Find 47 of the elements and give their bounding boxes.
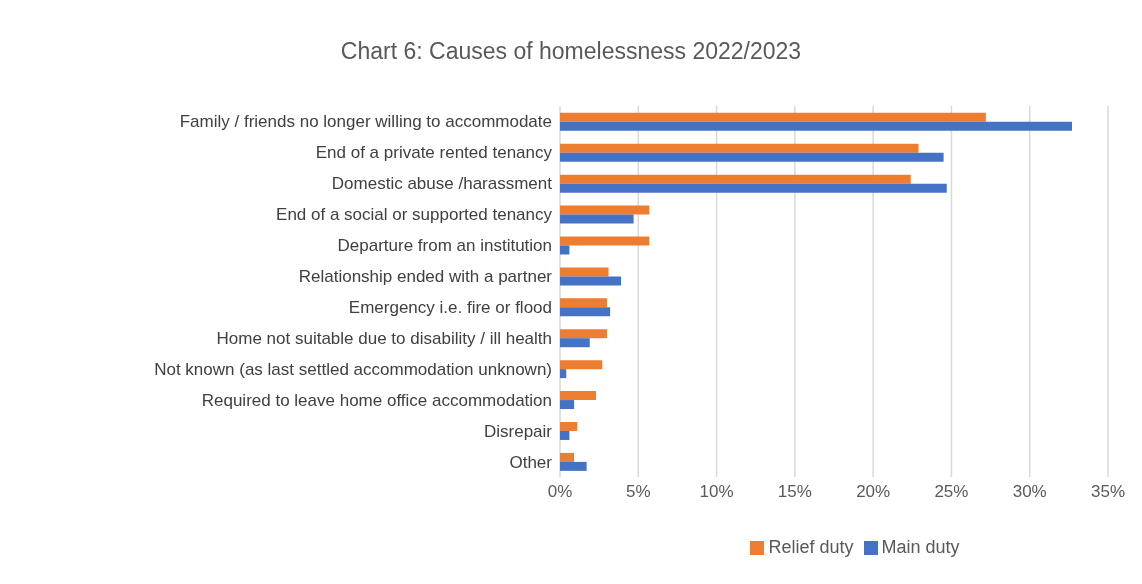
y-tick-label: Disrepair <box>483 421 553 441</box>
y-tick-label: End of a private rented tenancy <box>315 143 553 163</box>
bar <box>560 307 611 317</box>
y-tick-label: Departure from an institution <box>337 236 552 256</box>
y-tick-label: Other <box>509 452 553 472</box>
y-tick-label: End of a social or supported tenancy <box>276 205 553 225</box>
x-tick-label: 25% <box>934 482 969 502</box>
bar <box>560 391 597 401</box>
bar <box>560 298 607 308</box>
x-tick-label: 15% <box>777 482 812 502</box>
bar <box>560 121 1072 131</box>
y-tick-label: Not known (as last settled accommodation unknown) <box>154 359 552 379</box>
legend-label: Main duty <box>881 537 960 557</box>
bar <box>560 360 603 370</box>
y-tick-label: Home not suitable due to disability / ill health <box>216 328 552 348</box>
bar <box>560 338 590 348</box>
x-tick-label: 0% <box>547 482 573 502</box>
bar <box>560 152 944 162</box>
x-tick-label: 35% <box>1090 482 1126 502</box>
bar <box>560 245 570 255</box>
bar <box>560 236 650 246</box>
bar <box>560 369 567 379</box>
bar <box>560 452 575 462</box>
x-tick-label: 30% <box>1012 482 1047 502</box>
bar <box>560 214 634 224</box>
bar <box>560 276 622 286</box>
y-tick-label: Domestic abuse /harassment <box>331 174 553 194</box>
bar <box>560 400 575 410</box>
bar <box>560 461 587 471</box>
y-tick-label: Emergency i.e. fire or flood <box>348 297 552 317</box>
bar <box>560 430 570 440</box>
bar <box>560 205 650 215</box>
bar <box>560 174 911 184</box>
bar <box>560 267 609 277</box>
y-tick-label: Relationship ended with a partner <box>298 267 553 287</box>
bar <box>560 112 986 122</box>
y-tick-label: Family / friends no longer willing to accommodate <box>179 112 552 132</box>
chart-title: Chart 6: Causes of homelessness 2022/2023 <box>339 37 803 66</box>
x-tick-label: 5% <box>626 482 651 502</box>
x-tick-label: 20% <box>856 482 891 502</box>
legend-label: Relief duty <box>768 537 854 557</box>
x-tick-label: 10% <box>699 482 734 502</box>
bar <box>560 143 919 153</box>
bar <box>560 183 947 193</box>
bar <box>560 329 607 339</box>
bar <box>560 421 578 431</box>
y-tick-label: Required to leave home office accommodation <box>201 390 552 410</box>
